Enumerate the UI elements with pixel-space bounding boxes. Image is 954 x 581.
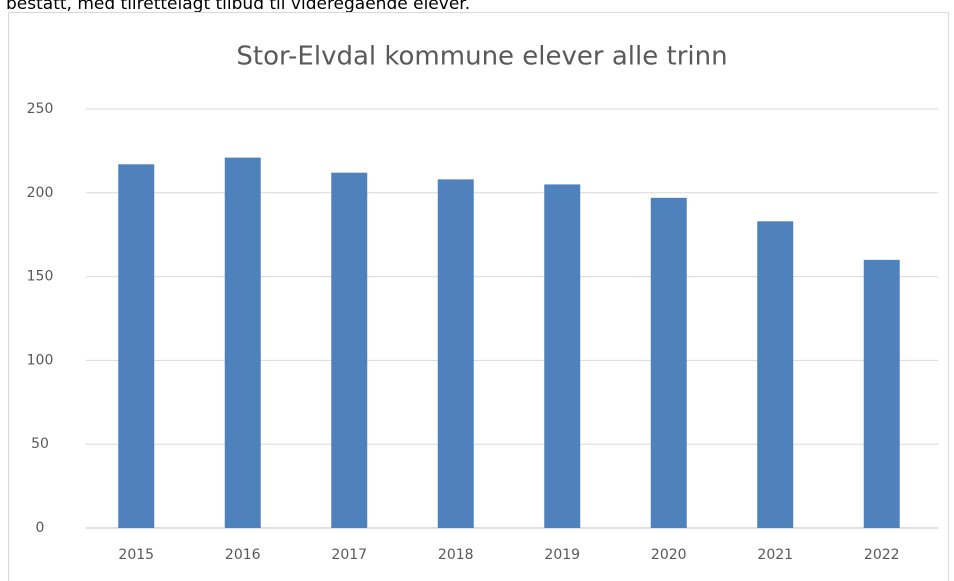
bar — [544, 184, 581, 529]
x-tick-label: 2019 — [544, 547, 580, 563]
bar — [118, 164, 155, 529]
x-tick-label: 2017 — [331, 547, 367, 563]
bar — [863, 259, 900, 528]
y-tick-label: 250 — [27, 101, 54, 117]
y-tick-label: 150 — [27, 269, 54, 285]
bar — [650, 197, 687, 528]
y-tick-label: 0 — [36, 520, 45, 536]
x-tick-label: 2022 — [864, 547, 900, 563]
bar — [757, 221, 794, 529]
bar — [331, 172, 368, 529]
header-text: bestått, med tilrettelagt tilbud til vid… — [6, 0, 470, 14]
x-tick-label: 2018 — [438, 547, 474, 563]
x-tick-label: 2020 — [651, 547, 687, 563]
x-tick-label: 2015 — [118, 547, 154, 563]
x-tick-label: 2016 — [225, 547, 261, 563]
bar — [224, 157, 261, 528]
y-tick-label: 200 — [27, 185, 54, 201]
bar — [437, 179, 474, 528]
y-tick-label: 100 — [27, 352, 54, 368]
y-tick-label: 50 — [31, 436, 49, 452]
chart-title: Stor-Elvdal kommune elever alle trinn — [236, 42, 727, 72]
x-tick-label: 2021 — [757, 547, 793, 563]
